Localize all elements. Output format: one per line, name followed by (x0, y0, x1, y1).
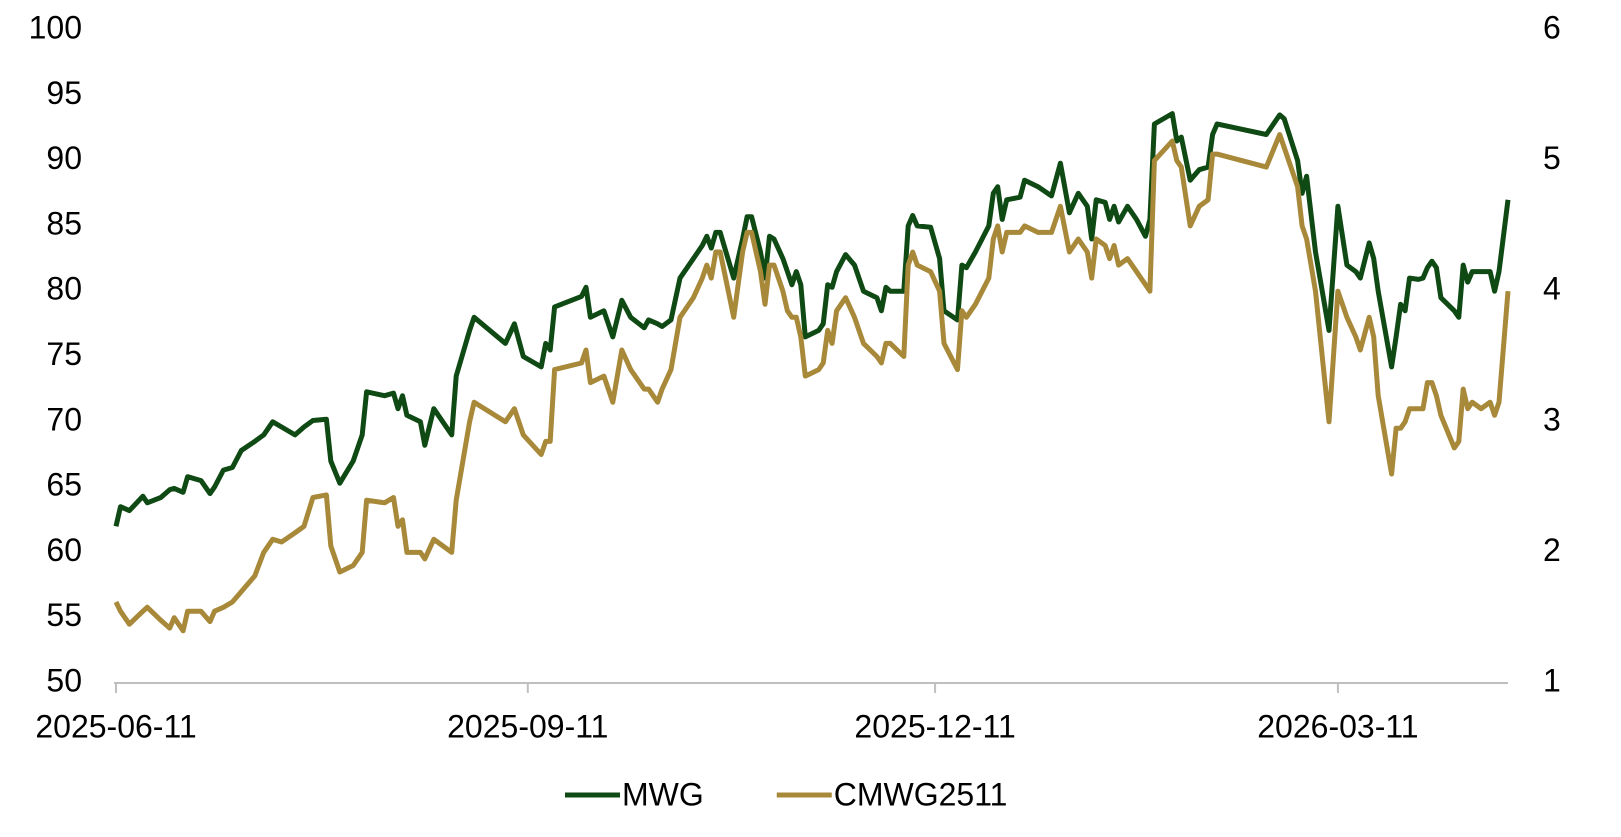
y-tick-label: 95 (46, 75, 82, 111)
x-tick-label: 2026-03-11 (1257, 708, 1418, 744)
y-tick-label: 85 (46, 205, 82, 241)
y2-tick-label: 5 (1543, 140, 1561, 176)
y-tick-label: 90 (46, 140, 82, 176)
y-tick-label: 65 (46, 467, 82, 503)
x-tick-label: 2025-06-11 (35, 708, 196, 744)
legend-label: MWG (622, 776, 704, 812)
y2-tick-label: 4 (1543, 271, 1561, 307)
legend-label: CMWG2511 (834, 776, 1008, 812)
y2-tick-label: 6 (1543, 9, 1561, 45)
y-tick-label: 80 (46, 271, 82, 307)
y-tick-label: 75 (46, 336, 82, 372)
x-tick-label: 2025-12-11 (854, 708, 1015, 744)
x-tick-label: 2025-09-11 (447, 708, 608, 744)
y2-tick-label: 3 (1543, 401, 1561, 437)
y-tick-label: 55 (46, 597, 82, 633)
y-tick-label: 70 (46, 401, 82, 437)
series-line (113, 132, 1511, 634)
y2-tick-label: 1 (1543, 662, 1561, 698)
y-tick-label: 100 (29, 9, 82, 45)
y-tick-label: 60 (46, 532, 82, 568)
series-line (113, 111, 1511, 527)
y-tick-label: 50 (46, 662, 82, 698)
y2-tick-label: 2 (1543, 532, 1561, 568)
